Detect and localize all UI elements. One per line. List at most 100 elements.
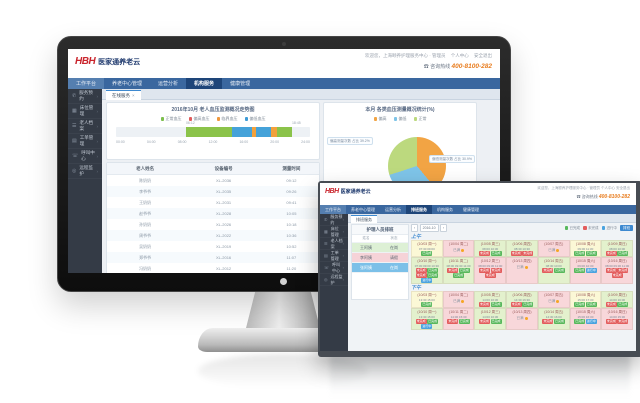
tab-close-icon[interactable]: × (132, 93, 135, 98)
day-cell[interactable]: (10/15 周六) 15:00 16:30 已完成 进行中 (569, 308, 602, 330)
sidebar-item-5[interactable]: ◎ 远程监护 › (68, 164, 102, 179)
status-pill[interactable]: 进行中 (585, 268, 597, 273)
profile-link[interactable]: 个人中心 (601, 186, 616, 190)
day-cell[interactable]: (10/09 周日) 08:00 10:00 未完成 已完成 (601, 240, 634, 257)
status-pill[interactable]: 未完成 (510, 302, 522, 307)
status-pill[interactable]: 未完成 (479, 302, 491, 307)
status-pill[interactable]: 已完成 (458, 319, 470, 324)
day-cell[interactable]: (10/11 周二) 14:00 15:30 未完成 已完成 (442, 308, 475, 330)
status-pill[interactable]: 进行中 (421, 324, 433, 329)
next-button[interactable]: › (440, 224, 448, 232)
status-pill[interactable]: 已完成 (453, 273, 465, 278)
day-cell[interactable]: (10/13 周四) 已满 (506, 257, 538, 284)
profile-link[interactable]: 个人中心 (450, 53, 469, 58)
schedule-button[interactable]: 排班 (620, 225, 633, 231)
status-pill[interactable]: 已完成 (490, 302, 502, 307)
tab-online-service[interactable]: 在线服务 × (106, 90, 141, 100)
sidebar-item-0[interactable]: ✆ 服务预约 › (68, 89, 102, 104)
status-pill[interactable]: 未完成 (522, 251, 534, 256)
status-pill[interactable]: 已完成 (490, 251, 502, 256)
table-row[interactable]: 赵爷爷 XL-2028 10:05 (107, 208, 319, 219)
staff-row[interactable]: 张阿姨 在岗 (352, 263, 408, 273)
tab-schedule[interactable]: 排班服务 (351, 215, 377, 223)
status-pill[interactable]: 未完成 (605, 302, 617, 307)
day-cell[interactable]: (10/04 周二) 已满 (442, 240, 475, 257)
staff-row[interactable]: 李阿姨 请假 (352, 253, 408, 263)
status-pill[interactable]: 未完成 (510, 251, 522, 256)
status-pill[interactable]: 未完成 (415, 268, 427, 273)
day-cell[interactable]: (10/03 周一) 13:30 15:00 已完成 (411, 291, 443, 308)
nav-item-1[interactable]: 养老中心管理 (112, 81, 143, 87)
table-row[interactable]: 陈奶奶 XL-2036 09:12 (107, 175, 319, 186)
nav-item-3[interactable]: 排班服务 (406, 205, 432, 214)
day-cell[interactable]: (10/14 周五) 14:30 16:00 未完成 已完成 (537, 308, 570, 330)
status-pill[interactable]: 未完成 (617, 319, 629, 324)
day-cell[interactable]: (10/05 周三) 08:00 10:30 未完成 已完成 (474, 240, 507, 257)
status-pill[interactable]: 已完成 (522, 302, 534, 307)
day-cell[interactable]: (10/07 周五) 已满 (537, 291, 570, 308)
nav-item-5[interactable]: 健康管理 (463, 206, 479, 212)
status-pill[interactable]: 已完成 (574, 268, 586, 273)
table-row[interactable]: 李爷爷 XL-2035 09:26 (107, 186, 319, 197)
day-cell[interactable]: (10/08 周六) 09:00 11:30 已完成 已完成 (569, 240, 602, 257)
prev-button[interactable]: ‹ (411, 224, 419, 232)
nav-item-2[interactable]: 运营分析 (158, 81, 179, 87)
day-cell[interactable]: (10/07 周五) 已满 (537, 240, 570, 257)
day-cell[interactable]: (10/08 周六) 15:00 17:30 已完成 已完成 (569, 291, 602, 308)
status-pill[interactable]: 已完成 (427, 273, 439, 278)
status-pill[interactable]: 未完成 (490, 268, 502, 273)
status-pill[interactable]: 未完成 (611, 273, 623, 278)
status-pill[interactable]: 未完成 (447, 268, 459, 273)
status-pill[interactable]: 已完成 (585, 251, 597, 256)
table-row[interactable]: 冯奶奶 XL-2012 11:20 (107, 263, 319, 273)
status-pill[interactable]: 已完成 (574, 319, 586, 324)
table-row[interactable]: 吴奶奶 XL-2019 10:52 (107, 241, 319, 252)
sidebar-item-1[interactable]: ▦ 床位管理 › (320, 226, 348, 238)
status-pill[interactable]: 未完成 (542, 268, 554, 273)
day-cell[interactable]: (10/05 周三) 14:00 16:30 未完成 已完成 (474, 291, 507, 308)
nav-item-0[interactable]: 工作平台 (320, 205, 346, 214)
sidebar-item-1[interactable]: ▦ 床位管理 › (68, 104, 102, 119)
nav-item-4[interactable]: 健康管理 (230, 81, 251, 87)
status-pill[interactable]: 进行中 (421, 278, 433, 283)
status-pill[interactable]: 已完成 (427, 268, 439, 273)
status-pill[interactable]: 已完成 (427, 319, 439, 324)
status-pill[interactable]: 已完成 (421, 302, 433, 307)
month-picker[interactable]: 2016-10 (419, 224, 439, 232)
status-pill[interactable]: 已完成 (421, 251, 433, 256)
status-pill[interactable]: 已完成 (458, 268, 470, 273)
day-cell[interactable]: (10/04 周二) 已满 (442, 291, 475, 308)
sidebar-item-5[interactable]: ◎ 远程监护 › (320, 274, 348, 286)
status-pill[interactable]: 已完成 (574, 302, 586, 307)
status-pill[interactable]: 已完成 (553, 319, 565, 324)
day-cell[interactable]: (10/12 周三) 14:00 16:30 未完成 已完成 (474, 308, 507, 330)
day-cell[interactable]: (10/14 周五) 08:30 10:00 未完成 已完成 (537, 257, 570, 284)
status-pill[interactable]: 未完成 (605, 268, 617, 273)
status-pill[interactable]: 未完成 (447, 319, 459, 324)
table-row[interactable]: 孙奶奶 XL-2026 10:18 (107, 219, 319, 230)
day-cell[interactable]: (10/09 周日) 14:00 16:00 未完成 已完成 (601, 291, 634, 308)
day-cell[interactable]: (10/10 周一) 13:30 15:00 未完成 已完成 进行中 (411, 308, 443, 330)
status-pill[interactable]: 已完成 (617, 302, 629, 307)
logout-link[interactable]: 安全退出 (616, 186, 630, 190)
day-cell[interactable]: (10/10 周一) 07:30 09:00 10:30 未完成 已完成 未完成 已完成进… (411, 257, 443, 284)
status-pill[interactable]: 已完成 (490, 319, 502, 324)
sidebar-item-2[interactable]: ☰ 老人档案 › (68, 119, 102, 134)
status-pill[interactable]: 未完成 (484, 273, 496, 278)
status-pill[interactable]: 未完成 (605, 319, 617, 324)
day-cell[interactable]: (10/13 周四) 已满 (506, 308, 538, 330)
day-cell[interactable]: (10/16 周日) 14:00 15:30 未完成 未完成 (601, 308, 634, 330)
status-pill[interactable]: 未完成 (415, 273, 427, 278)
status-pill[interactable]: 未完成 (617, 268, 629, 273)
table-row[interactable]: 王奶奶 XL-2031 09:41 (107, 197, 319, 208)
day-cell[interactable]: (10/15 周六) 09:00 10:30 已完成 进行中 (569, 257, 602, 284)
status-pill[interactable]: 已完成 (553, 268, 565, 273)
day-cell[interactable]: (10/06 周四) 14:30 16:30 未完成 已完成 (506, 291, 538, 308)
nav-item-4[interactable]: 机构服务 (437, 206, 453, 212)
table-row[interactable]: 周爷爷 XL-2022 10:36 (107, 230, 319, 241)
status-pill[interactable]: 进行中 (585, 319, 597, 324)
day-cell[interactable]: (10/06 周四) 08:30 10:30 未完成 未完成 (506, 240, 538, 257)
day-cell[interactable]: (10/12 周三) 08:00 09:30 11:00 未完成 未完成 未完成 (474, 257, 507, 284)
day-cell[interactable]: (10/16 周日) 08:00 09:30 11:00 未完成 未完成 未完成 (601, 257, 634, 284)
status-pill[interactable]: 已完成 (574, 251, 586, 256)
